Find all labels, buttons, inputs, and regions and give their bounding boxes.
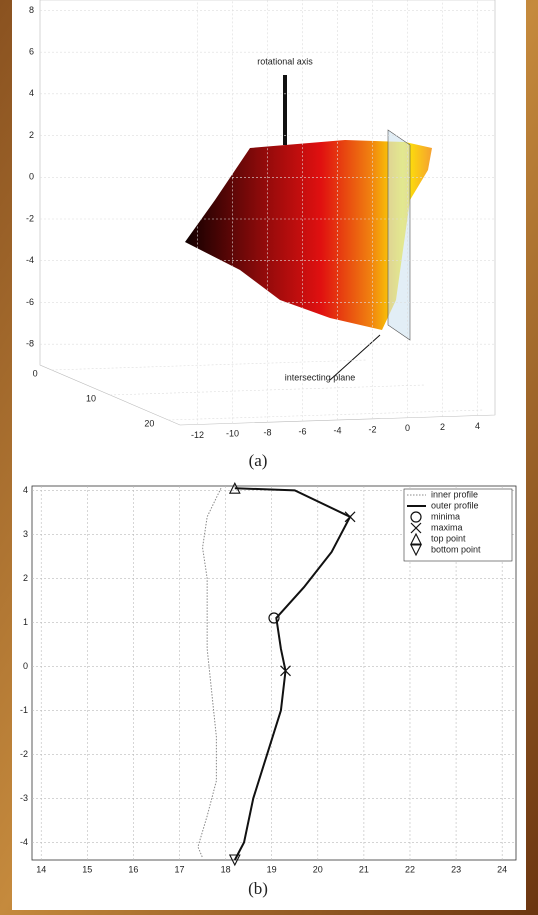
- page: 86420-2-4-6-8-12-10-8-6-4-202401020rotat…: [0, 0, 538, 915]
- legend-label: maxima: [431, 522, 463, 532]
- x-tick-label: 17: [174, 864, 184, 874]
- x-tick-label: 22: [405, 864, 415, 874]
- y-tick-label: -1: [20, 705, 28, 715]
- legend-label: minima: [431, 511, 460, 521]
- y-tick-label: 3: [23, 529, 28, 539]
- x-tick-label: 15: [82, 864, 92, 874]
- x-tick-label: 18: [221, 864, 231, 874]
- z-tick-label: -8: [26, 339, 34, 349]
- legend-label: outer profile: [431, 500, 479, 510]
- y-tick-label: 0: [23, 661, 28, 671]
- x-tick-label: 2: [440, 422, 445, 432]
- x-tick-label: 16: [128, 864, 138, 874]
- x-tick-label: -2: [368, 424, 376, 434]
- y-tick-label: 2: [23, 573, 28, 583]
- legend-label: bottom point: [431, 544, 481, 554]
- annotation: intersecting plane: [285, 372, 356, 382]
- y-tick-label: -4: [20, 837, 28, 847]
- z-tick-label: 2: [29, 130, 34, 140]
- z-tick-label: 0: [29, 172, 34, 182]
- x-tick-label: 23: [451, 864, 461, 874]
- figure: 86420-2-4-6-8-12-10-8-6-4-202401020rotat…: [0, 0, 538, 915]
- x-tick-label: 21: [359, 864, 369, 874]
- z-tick-label: 8: [29, 5, 34, 15]
- y-tick-label: 0: [33, 368, 38, 378]
- legend-label: inner profile: [431, 489, 478, 499]
- caption: (a): [249, 451, 268, 470]
- y-tick-label: 20: [144, 418, 154, 428]
- x-tick-label: -6: [298, 426, 306, 436]
- x-tick-label: -8: [263, 428, 271, 438]
- x-tick-label: 24: [497, 864, 507, 874]
- z-tick-label: -2: [26, 213, 34, 223]
- x-tick-label: 19: [267, 864, 277, 874]
- caption: (b): [248, 879, 268, 898]
- x-tick-label: 14: [36, 864, 46, 874]
- x-tick-label: 4: [475, 421, 480, 431]
- y-tick-label: -2: [20, 749, 28, 759]
- z-tick-label: 6: [29, 47, 34, 57]
- y-tick-label: 1: [23, 617, 28, 627]
- annotation: rotational axis: [257, 56, 313, 66]
- x-tick-label: -10: [226, 429, 239, 439]
- x-tick-label: 0: [405, 423, 410, 433]
- x-tick-label: 20: [313, 864, 323, 874]
- x-tick-label: -12: [191, 430, 204, 440]
- z-tick-label: -6: [26, 297, 34, 307]
- y-tick-label: -3: [20, 793, 28, 803]
- y-tick-label: 4: [23, 485, 28, 495]
- intersecting-plane: [388, 130, 410, 340]
- z-tick-label: 4: [29, 88, 34, 98]
- legend-label: top point: [431, 533, 466, 543]
- figure-panel: [12, 0, 526, 910]
- y-tick-label: 10: [86, 393, 96, 403]
- x-tick-label: -4: [333, 425, 341, 435]
- z-tick-label: -4: [26, 255, 34, 265]
